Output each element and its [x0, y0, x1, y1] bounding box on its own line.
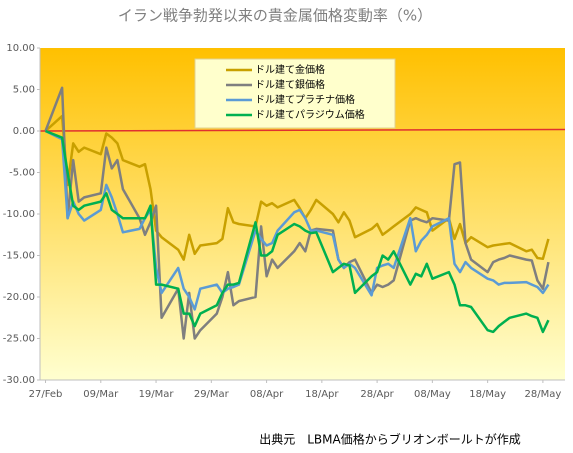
- series-line: [44, 86, 550, 340]
- x-tick-label: 08/Apr: [250, 389, 284, 400]
- y-tick-label: 0.00: [13, 126, 35, 137]
- chart-title: イラン戦争勃発以来の貴金属価格変動率（%）: [118, 7, 432, 25]
- y-tick-label: 5.00: [13, 85, 35, 96]
- y-tick-label: -25.00: [3, 334, 35, 345]
- y-tick-label: -20.00: [3, 292, 35, 303]
- y-tick-label: -5.00: [9, 168, 35, 179]
- series-line: [44, 129, 550, 311]
- y-tick-label: 10.00: [6, 43, 35, 54]
- y-tick-label: -30.00: [3, 375, 35, 386]
- source: 出典元 LBMA価格からブリオンボールトが作成: [259, 432, 520, 447]
- x-tick-label: 29/Mar: [194, 389, 230, 400]
- zero-line: [39, 128, 566, 132]
- legend-label: ドル建てパラジウム価格: [255, 108, 365, 121]
- x-tick-label: 28/May: [525, 389, 562, 400]
- y-tick-label: -10.00: [3, 209, 35, 220]
- x-tick-label: 18/May: [469, 389, 506, 400]
- x-tick-label: 27/Feb: [29, 389, 63, 400]
- legend-label: ドル建てプラチナ価格: [255, 93, 355, 106]
- x-tick-label: 08/May: [414, 389, 451, 400]
- x-tick-label: 28/Apr: [360, 389, 394, 400]
- x-tick-label: 18/Apr: [305, 389, 339, 400]
- legend-label: ドル建て金価格: [255, 63, 325, 76]
- x-tick-label: 19/Mar: [139, 389, 175, 400]
- x-tick-label: 09/Mar: [83, 389, 119, 400]
- legend-label: ドル建て銀価格: [255, 78, 325, 91]
- y-tick-label: -15.00: [3, 251, 35, 262]
- series-line: [45, 129, 550, 334]
